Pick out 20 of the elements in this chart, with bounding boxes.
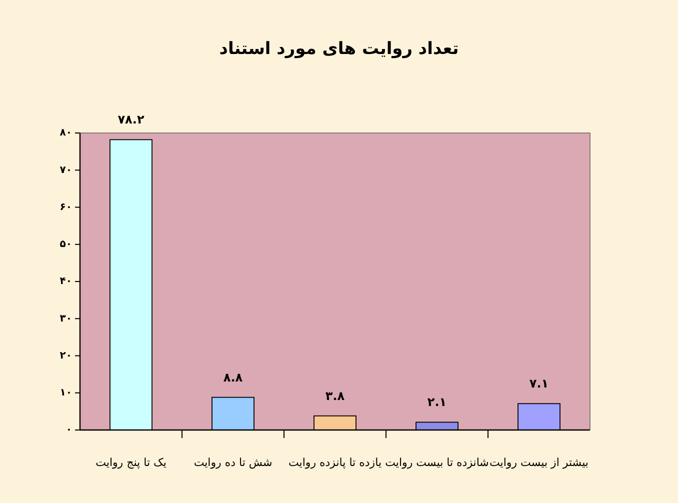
data-label: ۳.۸ [325,388,346,403]
x-tick-label: یک تا پنج روایت [96,456,166,469]
data-label: ۷.۱ [529,376,549,391]
x-tick-label: یازده تا پانزده روایت [288,456,382,469]
y-tick-label: ۳۰ [60,313,72,324]
x-tick-label: بیشتر از بیست روایت [490,456,588,469]
y-tick-label: ۷۰ [60,164,72,176]
y-tick-label: ۱۰ [60,388,72,399]
y-tick-label: ۲۰ [60,350,72,362]
x-tick-label: شانزده تا بیست روایت [385,456,489,469]
y-tick-label: ۶۰ [60,202,72,213]
chart-title: تعداد روایت های مورد استناد [219,39,459,59]
y-tick-label: ۵۰ [60,239,72,250]
y-tick-label: ۴۰ [60,276,72,288]
data-label: ۸.۸ [223,370,244,384]
data-label: ۷۸.۲ [118,112,145,127]
data-label: ۲.۱ [427,395,447,410]
x-tick-label: شش تا ده روایت [194,456,272,469]
y-tick-label: ۰ [66,424,72,436]
y-tick-label: ۸۰ [60,128,72,139]
